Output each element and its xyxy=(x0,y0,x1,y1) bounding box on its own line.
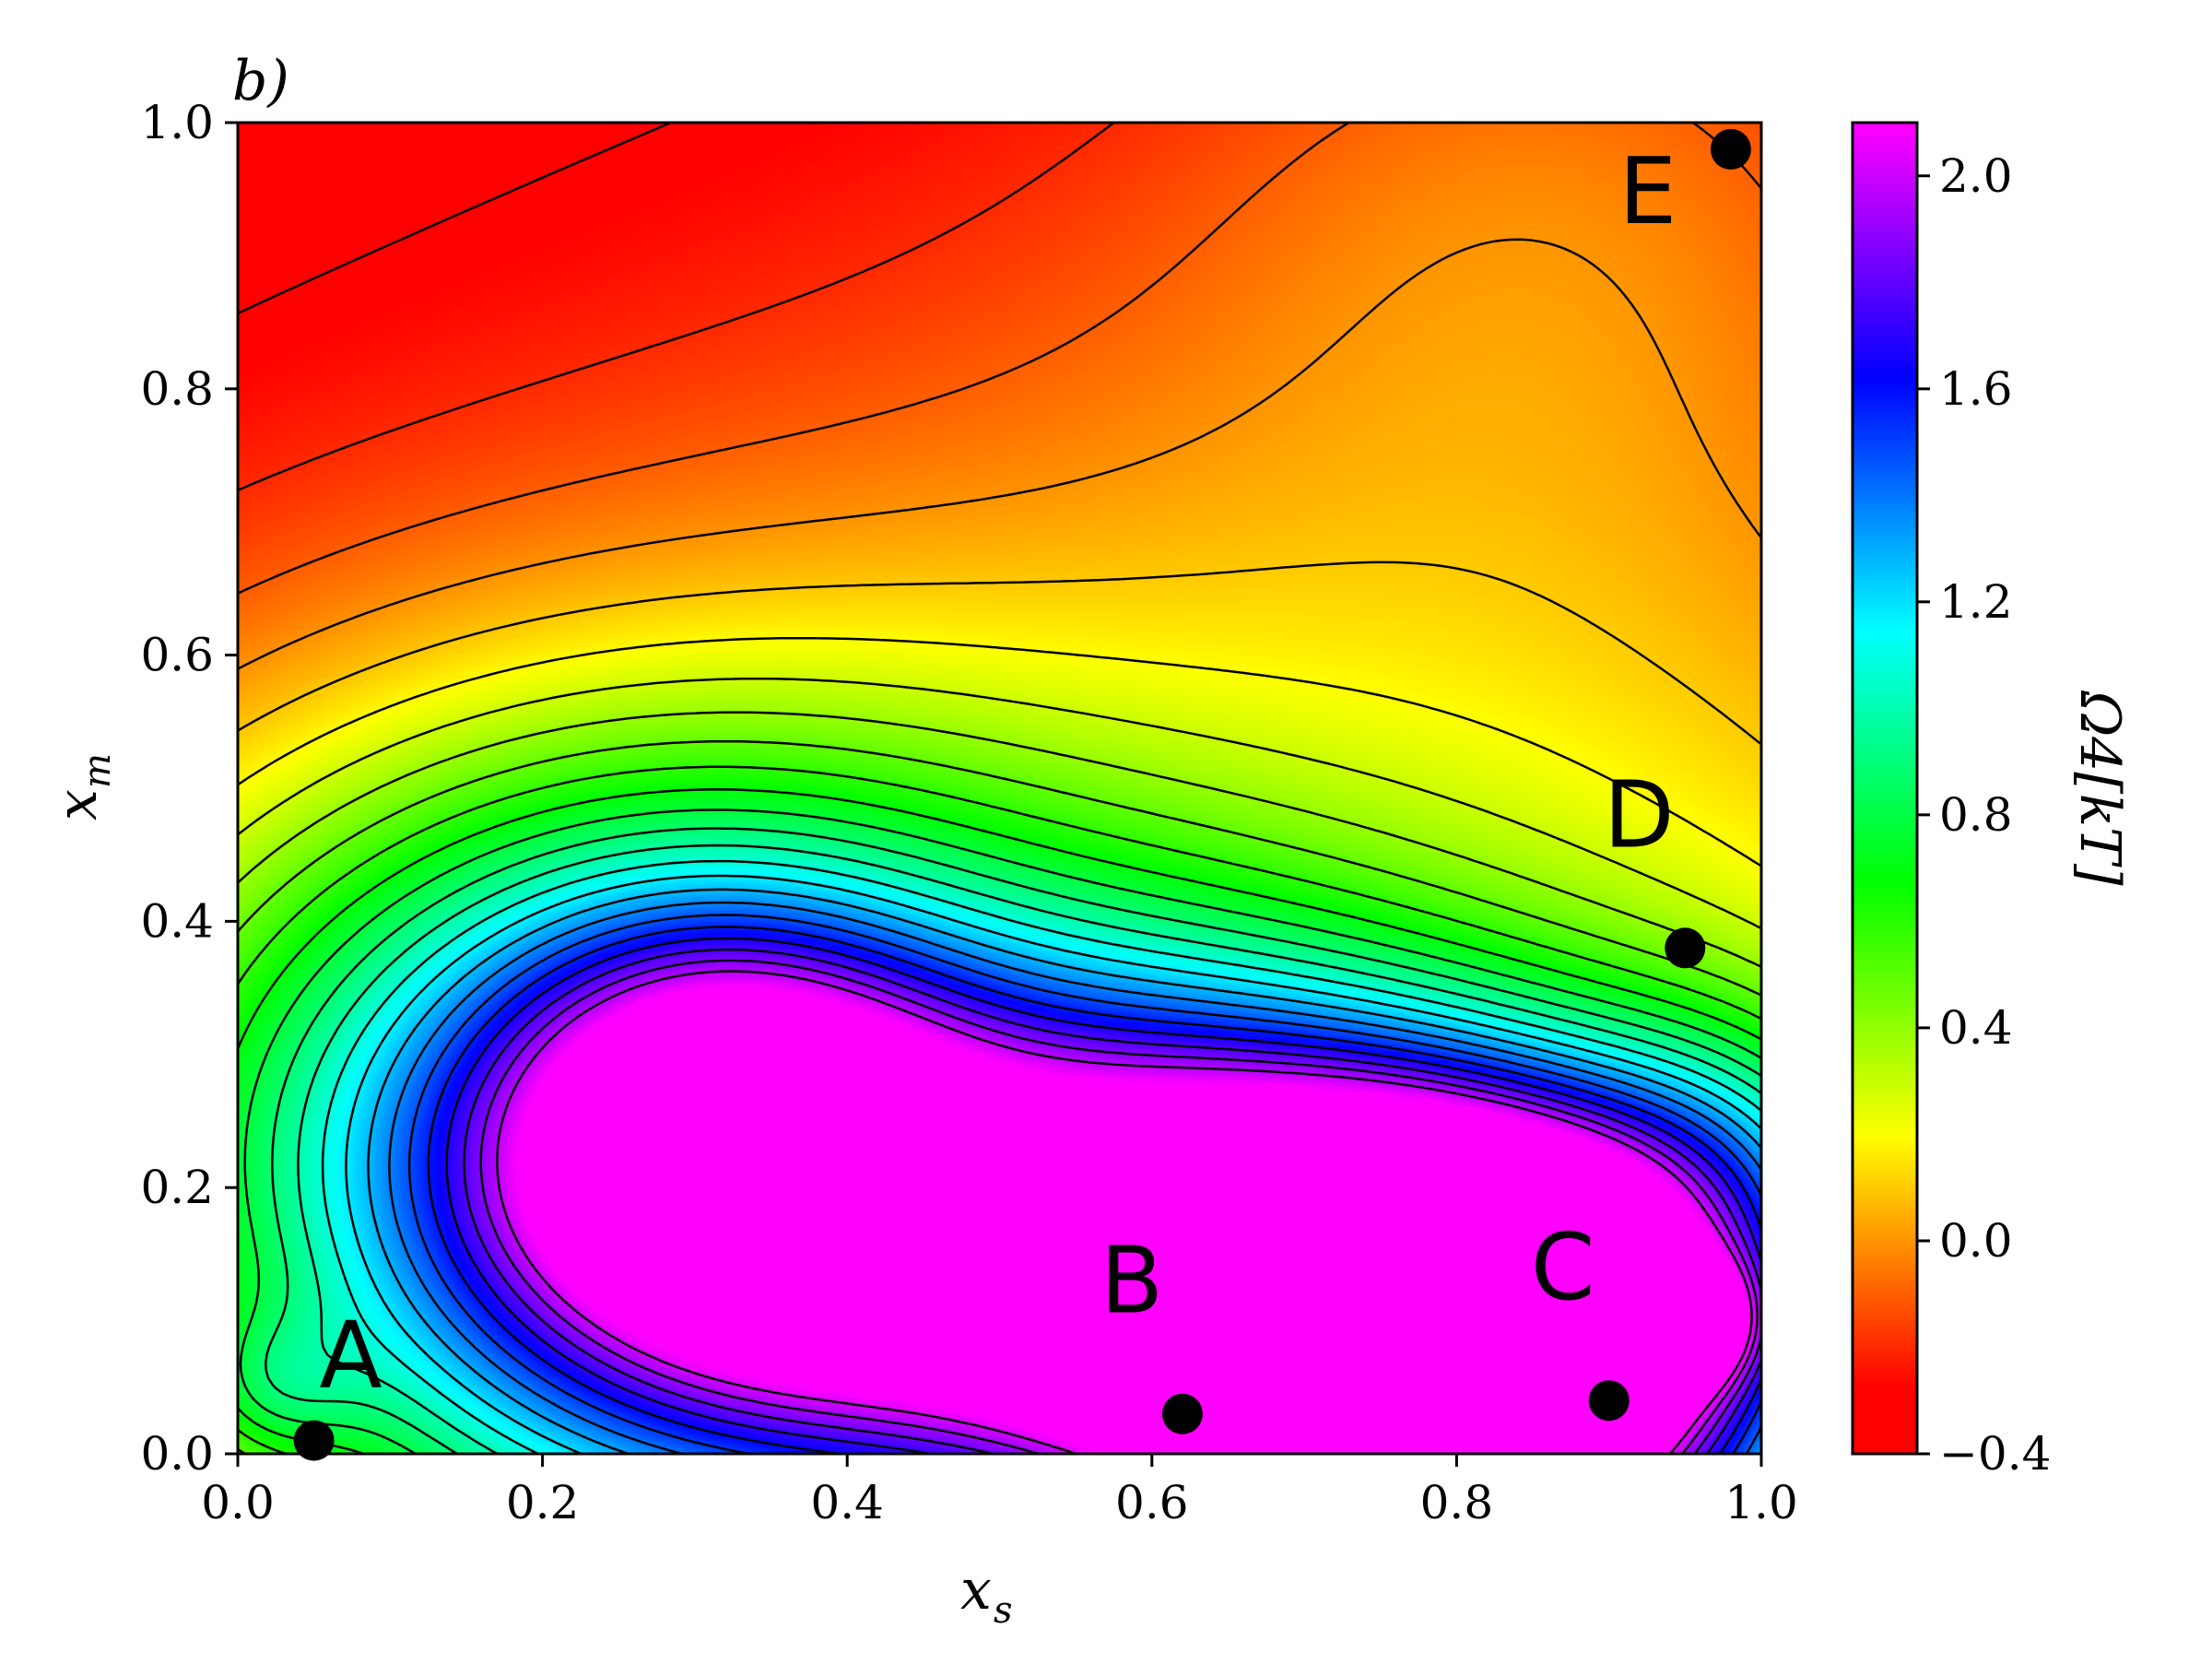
marked-points: A B C D E xyxy=(293,128,1751,1461)
contour-line xyxy=(388,901,1763,1456)
y-tick-label: 0.4 xyxy=(140,894,214,948)
y-tick-label: 0.8 xyxy=(140,362,214,416)
contour-line xyxy=(236,788,1762,1456)
contour-line xyxy=(237,636,1762,867)
point-label-e: E xyxy=(1618,137,1677,245)
colorbar-tick-label: 1.6 xyxy=(1939,362,2013,416)
y-tick-label: 0.0 xyxy=(140,1427,214,1481)
contour-line xyxy=(479,959,1759,1456)
contour-line xyxy=(237,121,672,315)
point-label-d: D xyxy=(1604,761,1675,868)
x-tick-label: 0.0 xyxy=(201,1476,275,1529)
point-label-c: C xyxy=(1531,1213,1595,1321)
x-tick-label: 0.4 xyxy=(810,1476,884,1529)
colorbar-tick-label: 0.0 xyxy=(1939,1214,2013,1268)
contour-line xyxy=(237,121,1115,491)
colorbar-gradient xyxy=(1853,123,1917,1454)
colorbar-tick-label: 2.0 xyxy=(1939,149,2013,203)
point-e xyxy=(1710,128,1751,170)
contour-line xyxy=(237,561,1762,746)
point-c xyxy=(1588,1380,1630,1422)
colorbar-frame xyxy=(1851,121,1919,1456)
x-tick-label: 0.6 xyxy=(1115,1476,1189,1529)
colorbar-tick-label: 1.2 xyxy=(1939,575,2013,629)
y-tick-label: 1.0 xyxy=(140,96,214,149)
svg-text:s: s xyxy=(994,1589,1013,1632)
contour-line xyxy=(445,937,1763,1456)
colorbar-tick-label: 0.8 xyxy=(1939,788,2013,842)
svg-text:m: m xyxy=(76,753,119,788)
contour-line xyxy=(407,914,1763,1456)
y-tick-label: 0.6 xyxy=(140,629,214,682)
plot-frame xyxy=(236,121,1763,1456)
contour-line xyxy=(236,765,1762,1456)
point-a xyxy=(293,1420,335,1461)
contour-line xyxy=(265,827,1762,1456)
contour-line xyxy=(239,808,1762,1456)
contour-line xyxy=(237,711,1762,968)
x-tick-label: 0.8 xyxy=(1420,1476,1494,1529)
colorbar-ticks: −0.4 0.0 0.4 0.8 1.2 1.6 2.0 xyxy=(1917,149,2051,1481)
point-label-b: B xyxy=(1100,1227,1164,1335)
contour-line xyxy=(237,677,1762,930)
point-d xyxy=(1665,927,1706,969)
point-label-a: A xyxy=(319,1302,382,1410)
colorbar-label: Ω4[kT] xyxy=(2067,690,2132,886)
colorbar: −0.4 0.0 0.4 0.8 1.2 1.6 2.0 Ω4[kT] xyxy=(1851,121,2132,1481)
y-axis-title: x m xyxy=(45,753,119,820)
y-tick-label: 0.2 xyxy=(140,1161,214,1214)
contour-line xyxy=(345,874,1762,1456)
plot-area: A B C D E xyxy=(236,121,1763,1461)
contour-line xyxy=(237,739,1762,1456)
contour-line xyxy=(367,888,1763,1456)
contour-line xyxy=(237,238,1762,670)
colorbar-tick-label: 0.4 xyxy=(1939,1001,2013,1055)
y-axis: 0.0 0.2 0.4 0.6 0.8 1.0 xyxy=(140,96,238,1481)
x-axis: 0.0 0.2 0.4 0.6 0.8 1.0 xyxy=(201,1454,1798,1529)
contour-line xyxy=(496,970,1753,1456)
contour-lines xyxy=(236,121,1763,1456)
y-axis-label: x xyxy=(45,789,110,820)
point-b xyxy=(1161,1393,1203,1434)
colorbar-tick-label: −0.4 xyxy=(1939,1427,2051,1481)
x-tick-label: 1.0 xyxy=(1724,1476,1798,1529)
contour-line xyxy=(297,844,1762,1456)
x-tick-label: 0.2 xyxy=(506,1476,580,1529)
panel-label: b) xyxy=(232,49,289,113)
contour-line xyxy=(463,948,1763,1456)
x-axis-title: x s xyxy=(960,1558,1013,1632)
x-axis-label: x xyxy=(960,1558,992,1623)
contour-line xyxy=(321,859,1762,1456)
contour-line xyxy=(427,926,1763,1456)
heatmap-field xyxy=(238,123,1761,1454)
